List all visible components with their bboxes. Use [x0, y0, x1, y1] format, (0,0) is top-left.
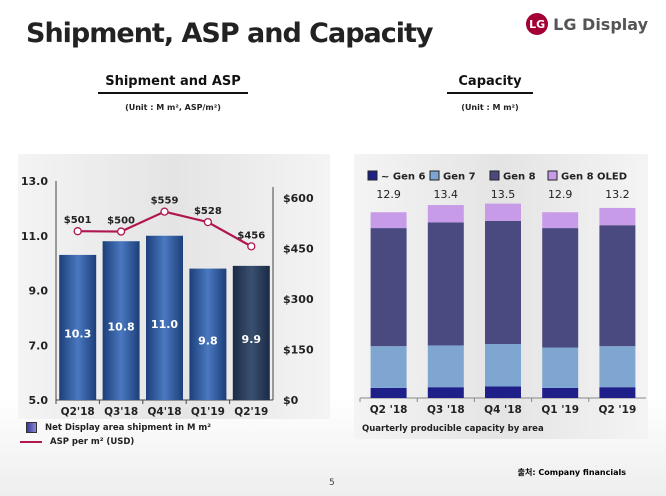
line-legend-icon [20, 441, 42, 443]
x-tick-label: Q1 '19 [541, 404, 579, 416]
legend-label: Gen 8 OLED [561, 172, 627, 183]
x-tick-label: Q4 '18 [484, 404, 522, 416]
y2-tick-label: $150 [283, 343, 314, 356]
x-tick-label: Q2 '19 [599, 404, 637, 416]
bar-data-label: 9.9 [242, 333, 261, 346]
y-tick-label: 9.0 [29, 285, 49, 298]
shipment-bar [146, 235, 183, 400]
legend-swatch-icon [489, 170, 500, 181]
legend-swatch-icon [367, 170, 378, 181]
total-label: 12.9 [376, 188, 401, 201]
bar-data-label: 10.3 [64, 327, 91, 340]
asp-point [247, 242, 256, 251]
shipment-bar [232, 265, 270, 400]
total-label: 13.4 [434, 188, 459, 201]
asp-point [116, 227, 126, 236]
legend-shipment: Net Display area shipment in M m² [26, 422, 211, 433]
capacity-bar-segment [542, 212, 579, 229]
x-tick-label: Q4'18 [147, 406, 181, 418]
shipment-chart-panel: 13.0 11.0 9.0 7.0 5.0 $600 $450 $300 $150 $0 10.3 Q… [18, 154, 330, 419]
capacity-bar-segment [370, 212, 407, 229]
shipment-heading: Shipment and ASP [98, 74, 248, 94]
capacity-bar-segment [370, 387, 407, 398]
y-tick-label: 13.0 [21, 175, 48, 188]
bar-legend-swatch-icon [26, 422, 37, 433]
total-label: 12.9 [548, 188, 573, 201]
capacity-bar-segment [427, 345, 464, 388]
capacity-bar-segment [599, 346, 636, 388]
capacity-bar-segment [485, 203, 521, 221]
y2-tick-label: $600 [283, 192, 314, 205]
legend-asp-label: ASP per m² (USD) [50, 437, 135, 447]
asp-data-label: $528 [194, 206, 222, 217]
shipment-bar [189, 268, 227, 400]
bar-data-label: 11.0 [151, 318, 178, 331]
x-tick-label: Q2'18 [61, 406, 95, 418]
legend-shipment-label: Net Display area shipment in M m² [45, 422, 212, 433]
brand-logo: LG LG Display [526, 13, 648, 35]
asp-point [73, 227, 82, 236]
capacity-bar-segment [485, 220, 521, 344]
total-label: 13.2 [605, 188, 630, 201]
capacity-bar-segment [370, 228, 407, 347]
legend-swatch-icon [429, 170, 440, 181]
capacity-bar-segment [370, 346, 407, 388]
capacity-chart-panel: ~ Gen 6 Gen 7 Gen 8 Gen 8 OLED 12.9 Q2 '18 13.… [354, 154, 648, 439]
y2-tick-label: $300 [283, 293, 314, 306]
shipment-unit: (Unit : M m², ASP/m²) [125, 103, 221, 112]
legend-label: Gen 7 [443, 172, 476, 183]
capacity-heading: Capacity [447, 74, 533, 94]
asp-data-label: $559 [151, 196, 179, 207]
asp-data-label: $456 [237, 230, 265, 241]
capacity-bar-segment [542, 347, 579, 388]
legend-label: Gen 8 [503, 172, 536, 183]
capacity-bar-segment [599, 387, 636, 398]
capacity-bar-segment [485, 386, 521, 398]
capacity-bar-segment [485, 344, 521, 387]
capacity-caption: Quarterly producible capacity by area [362, 424, 544, 434]
x-tick-label: Q2 '18 [370, 404, 408, 416]
capacity-bar-segment [599, 225, 636, 347]
page-title: Shipment, ASP and Capacity [26, 18, 434, 49]
legend-swatch-icon [547, 170, 558, 181]
x-tick-label: Q3'18 [104, 406, 138, 418]
legend-asp: ASP per m² (USD) [20, 437, 134, 447]
logo-text: LG Display [553, 14, 648, 34]
legend-label: ~ Gen 6 [381, 172, 425, 183]
total-label: 13.5 [491, 188, 516, 201]
capacity-unit: (Unit : M m²) [461, 103, 519, 112]
capacity-chart: ~ Gen 6 Gen 7 Gen 8 Gen 8 OLED 12.9 Q2 '18 13.… [359, 170, 646, 416]
page-number: 5 [329, 478, 335, 488]
y2-tick-label: $0 [283, 394, 299, 407]
x-tick-label: Q2'19 [234, 406, 268, 418]
source-note: 출처: Company financials [517, 468, 626, 477]
shipment-bar [59, 254, 97, 400]
x-tick-label: Q1'19 [191, 406, 225, 418]
bar-data-label: 10.8 [108, 321, 135, 334]
asp-point [160, 207, 169, 216]
asp-point [203, 217, 213, 227]
bar-data-label: 9.8 [198, 334, 218, 347]
x-tick-label: Q3 '18 [427, 404, 465, 416]
capacity-bar-segment [427, 387, 464, 398]
capacity-bar-segment [427, 222, 464, 346]
shipment-bar [102, 241, 140, 400]
y-tick-label: 11.0 [21, 230, 48, 243]
capacity-bar-segment [542, 228, 579, 348]
y-tick-label: 7.0 [29, 339, 49, 352]
asp-data-label: $501 [64, 215, 92, 226]
capacity-bar-segment [427, 205, 464, 223]
shipment-asp-chart: 13.0 11.0 9.0 7.0 5.0 $600 $450 $300 $150 $0 10.3 Q… [21, 175, 314, 418]
asp-data-label: $500 [107, 216, 135, 227]
capacity-bar-segment [542, 387, 579, 398]
lg-logo-icon: LG [526, 13, 549, 35]
y-tick-label: 5.0 [29, 394, 49, 407]
capacity-bar-segment [599, 207, 636, 226]
y2-tick-label: $450 [283, 242, 314, 255]
